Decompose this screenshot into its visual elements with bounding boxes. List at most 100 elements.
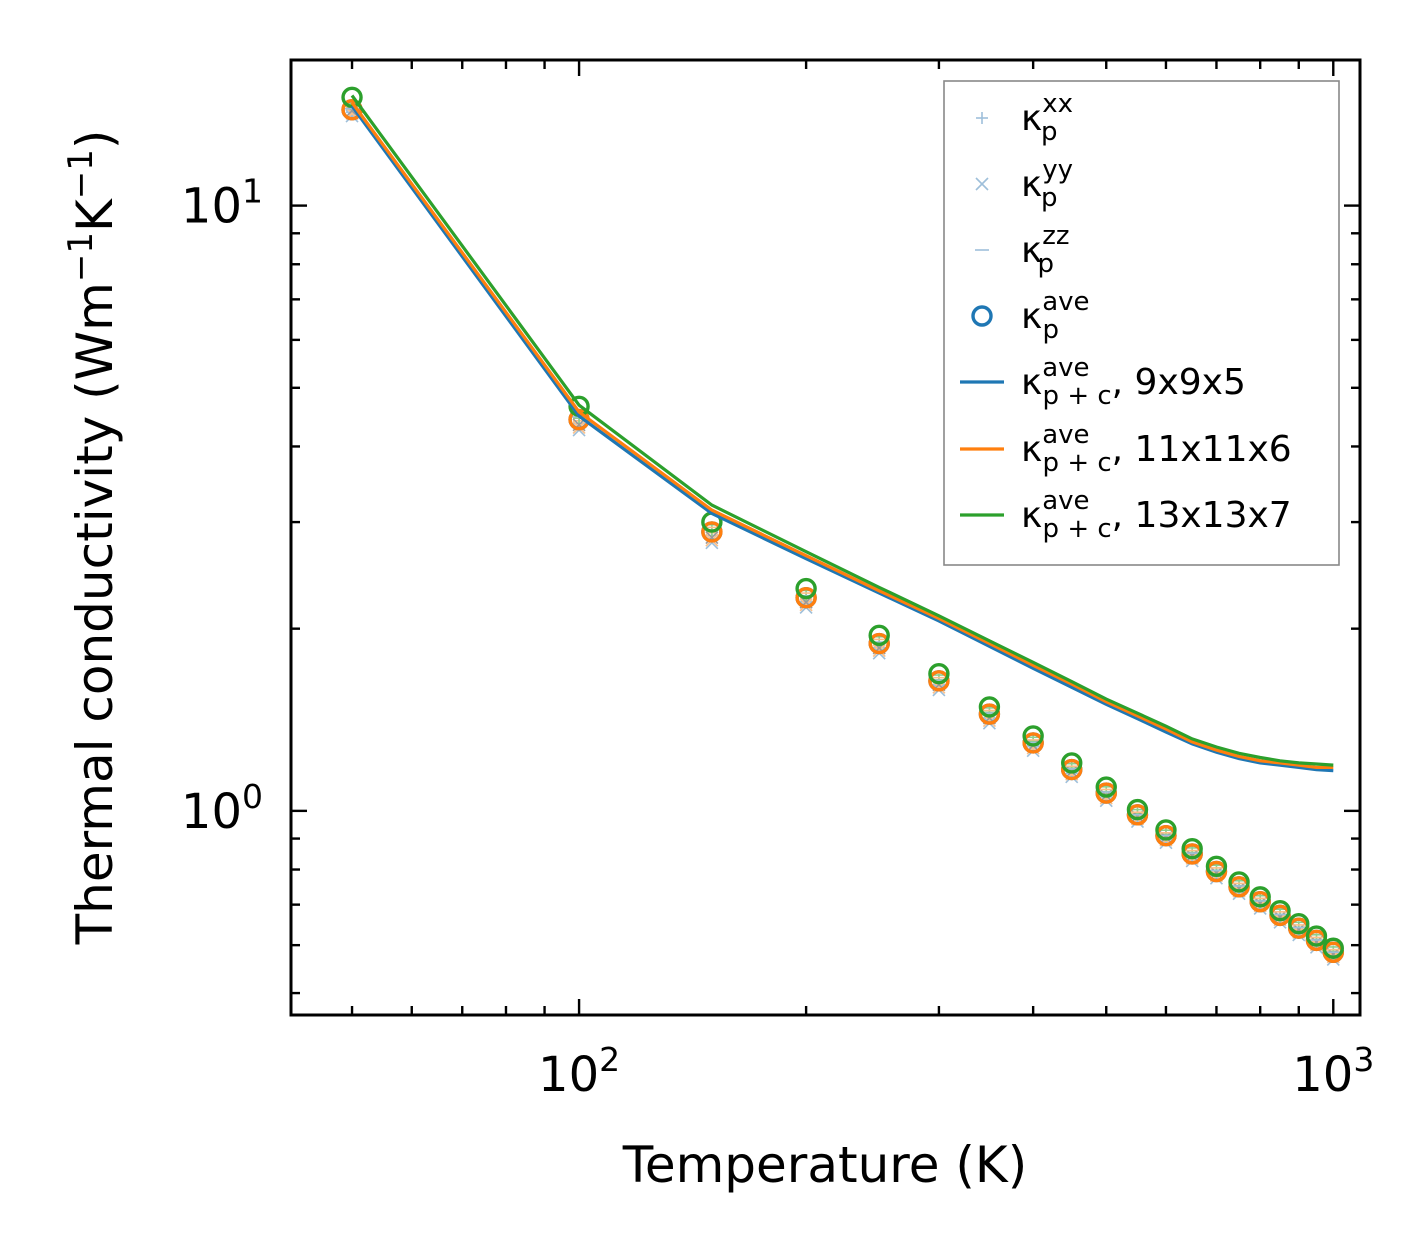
legend-label-4: κave p + c, 9x9x5 — [1021, 353, 1246, 411]
y-tick-label-base-1: 10 — [181, 179, 242, 235]
legend-label-sup-0: xx — [1042, 89, 1073, 119]
point-x-grid2-12 — [1185, 849, 1199, 863]
point-circle-grid2-13 — [1205, 855, 1228, 877]
point-circle-grid1-6 — [978, 703, 1001, 725]
point-circle-grid1-3 — [795, 587, 817, 609]
x-tick-label-exp-0: 2 — [599, 1040, 620, 1079]
legend-entry-3: κave p — [971, 287, 1090, 345]
legend-label-1: κyy p — [1021, 155, 1073, 213]
legend-label-sub-0: p — [1041, 117, 1058, 147]
y-tick-label-exp-0: 0 — [242, 777, 263, 816]
legend-marker-1 — [975, 177, 989, 191]
point-x-grid2-12-b — [1185, 849, 1199, 863]
legend-label-main-5: κ — [1021, 429, 1042, 470]
point-x-grid2-15 — [1253, 896, 1267, 910]
axes-frame — [289, 58, 1362, 1017]
series-group — [341, 86, 1344, 967]
point-circle-grid2-5 — [928, 663, 950, 685]
point-circle-grid2-12 — [1181, 837, 1203, 860]
y-axis-label-end: ) — [66, 130, 124, 150]
legend-label-sub-5: p + c — [1043, 448, 1112, 478]
legend-entry-5: κave p + c, 11x11x6 — [960, 420, 1292, 478]
point-x-grid1-3 — [799, 598, 813, 612]
point-circle-grid2-4 — [868, 624, 890, 647]
point-x-grid2-15-b — [1253, 896, 1267, 910]
point-x-grid1-3-b — [799, 598, 813, 612]
legend-label-2: κzz p — [1021, 221, 1070, 279]
legend-label-sup-4: ave — [1042, 353, 1089, 383]
series-line-5 — [350, 101, 1334, 769]
legend-label-main-4: κ — [1021, 362, 1042, 403]
point-circle-grid1-8 — [1061, 758, 1083, 781]
legend-marker-3 — [971, 305, 993, 327]
x-tick-label-exp-1: 3 — [1353, 1040, 1374, 1079]
y-tick-label-exp-1: 1 — [242, 172, 263, 211]
y-axis-label-main: Thermal conductivity (Wm — [66, 282, 124, 945]
point-circle-grid2-3 — [795, 577, 817, 600]
point-x-grid1-4-b — [872, 644, 886, 658]
legend-entry-4: κave p + c, 9x9x5 — [960, 353, 1246, 411]
legend-label-suffix-4: , 9x9x5 — [1112, 362, 1246, 403]
point-circle-grid2-11 — [1155, 819, 1177, 841]
x-tick-label-0: 102 — [538, 1040, 620, 1103]
x-tick-label-base-1: 10 — [1292, 1047, 1353, 1103]
legend-marker-0 — [976, 112, 988, 124]
legend-entry-6: κave p + c, 13x13x7 — [960, 486, 1292, 544]
point-x-grid2-16 — [1273, 910, 1287, 924]
legend-label-0: κxx p — [1021, 89, 1073, 147]
legend-label-sup-5: ave — [1042, 420, 1089, 450]
legend-entry-2: κzz p — [975, 221, 1070, 279]
legend-label-sub-1: p — [1041, 183, 1058, 213]
point-circle-grid2-8 — [1061, 752, 1083, 774]
point-circle-grid2-10 — [1126, 798, 1149, 821]
legend-label-sub-4: p + c — [1043, 381, 1112, 411]
point-circle-grid1-9 — [1095, 782, 1117, 804]
legend-label-suffix-6: , 13x13x7 — [1112, 495, 1292, 536]
point-circle-grid1-7 — [1022, 732, 1044, 754]
y-axis-label-sup2: −1 — [61, 149, 101, 199]
y-tick-label-1: 101 — [181, 172, 263, 235]
legend-label-main-6: κ — [1021, 495, 1042, 536]
point-x-grid2-16-b — [1273, 910, 1287, 924]
legend-label-sub-2: p — [1038, 249, 1055, 279]
y-tick-label-base-0: 10 — [181, 784, 242, 840]
point-circle-grid1-4 — [868, 632, 890, 655]
legend-label-suffix-5: , 11x11x6 — [1112, 429, 1292, 470]
y-axis-label-mid: K — [66, 198, 124, 232]
legend-label-5: κave p + c, 11x11x6 — [1021, 420, 1292, 478]
point-circle-grid2-17 — [1288, 913, 1310, 935]
legend-label-sub-3: p — [1043, 315, 1060, 345]
legend-entry-0: κxx p — [976, 89, 1073, 147]
legend-label-main-3: κ — [1021, 296, 1042, 337]
x-tick-label-base-0: 10 — [538, 1047, 599, 1103]
legend-label-sub-6: p + c — [1043, 514, 1112, 544]
legend-label-sup-6: ave — [1042, 486, 1089, 516]
point-x-grid2-14-b — [1232, 881, 1246, 896]
series-line-4 — [350, 105, 1334, 773]
y-axis-label-sup1: −1 — [61, 232, 101, 282]
point-x-grid2-14 — [1232, 881, 1246, 896]
point-circle-grid2-7 — [1022, 725, 1044, 747]
legend-label-sup-2: zz — [1042, 221, 1069, 251]
point-circle-grid2-19 — [1322, 937, 1344, 959]
point-circle-grid2-9 — [1095, 776, 1117, 798]
legend-box — [943, 80, 1340, 566]
legend-marker-1-b — [975, 177, 989, 191]
point-circle-grid2-6 — [978, 696, 1001, 718]
point-circle-grid2-14 — [1228, 871, 1250, 893]
legend-entry-1: κyy p — [975, 155, 1073, 213]
point-x-grid2-13 — [1209, 866, 1224, 880]
point-circle-grid2-15 — [1249, 886, 1271, 908]
point-x-grid2-13-b — [1209, 866, 1224, 880]
legend-label-main-1: κ — [1021, 164, 1042, 205]
legend-label-3: κave p — [1021, 287, 1090, 345]
legend-label-main-2: κ — [1021, 230, 1042, 271]
plot-area — [341, 86, 1344, 967]
point-circle-grid1-5 — [928, 670, 950, 692]
legend-label-sup-3: ave — [1042, 287, 1089, 317]
series-line-6 — [350, 94, 1334, 767]
legend-label-6: κave p + c, 13x13x7 — [1021, 486, 1292, 544]
